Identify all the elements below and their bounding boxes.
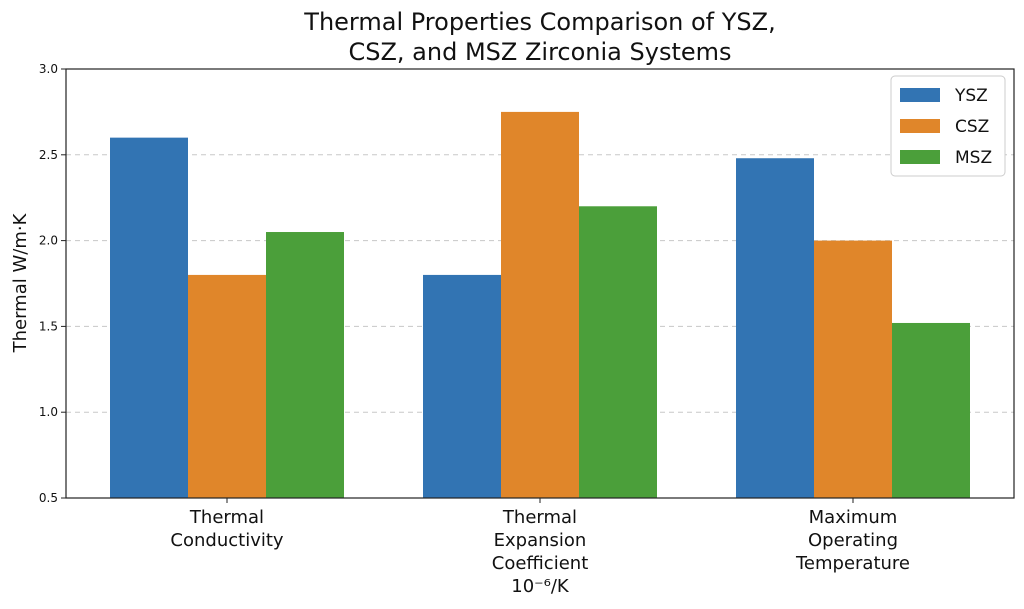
x-axis-ticks: ThermalConductivityThermalExpansionCoeff… — [170, 498, 910, 597]
x-tick-label-line: 10⁻⁶/K — [511, 576, 570, 597]
y-tick-label: 1.5 — [39, 319, 58, 333]
x-tick-label-line: Thermal — [189, 507, 264, 528]
x-tick-label-line: Maximum — [809, 507, 898, 528]
y-tick-label: 2.5 — [39, 148, 58, 162]
bar-msz-2 — [892, 322, 970, 498]
legend-label-csz: CSZ — [955, 117, 989, 137]
bars — [110, 111, 970, 499]
bar-csz-0 — [188, 274, 266, 498]
bar-csz-1 — [501, 111, 579, 499]
y-axis-ticks: 0.5 1.0 1.5 2.0 2.5 3.0 — [39, 62, 66, 505]
y-tick-label: 3.0 — [39, 62, 58, 76]
legend-swatch-ysz — [900, 88, 940, 102]
legend: YSZ CSZ MSZ — [890, 75, 1006, 177]
x-tick-label-line: Expansion — [494, 530, 587, 551]
chart-title-line-1: Thermal Properties Comparison of YSZ, — [303, 8, 775, 36]
y-axis-label: Thermal W/m·K — [10, 212, 31, 353]
x-tick-label-line: Thermal — [502, 507, 577, 528]
legend-swatch-msz — [900, 150, 940, 164]
bar-ysz-1 — [423, 274, 501, 498]
chart-title-line-2: CSZ, and MSZ Zirconia Systems — [348, 38, 731, 66]
x-tick-label-line: Operating — [808, 530, 898, 551]
bar-ysz-2 — [736, 158, 814, 498]
y-tick-label: 1.0 — [39, 405, 58, 419]
legend-label-ysz: YSZ — [954, 86, 988, 106]
chart-title: Thermal Properties Comparison of YSZ, CS… — [303, 8, 775, 66]
y-tick-label: 0.5 — [39, 491, 58, 505]
x-tick-label-line: Conductivity — [170, 530, 283, 551]
x-tick-label-line: Coefficient — [492, 553, 589, 574]
bar-ysz-0 — [110, 137, 188, 498]
bar-csz-2 — [814, 240, 892, 498]
x-tick-label-line: Temperature — [795, 553, 910, 574]
bar-msz-0 — [266, 232, 344, 498]
bar-msz-1 — [579, 206, 657, 498]
legend-label-msz: MSZ — [955, 148, 992, 168]
y-tick-label: 2.0 — [39, 234, 58, 248]
legend-swatch-csz — [900, 119, 940, 133]
